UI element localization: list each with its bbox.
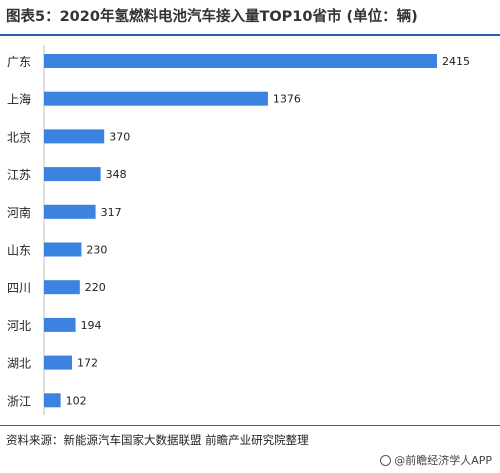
value-label: 2415 bbox=[442, 55, 470, 68]
category-label: 湖北 bbox=[7, 356, 31, 371]
value-label: 348 bbox=[106, 168, 127, 181]
value-label: 102 bbox=[66, 394, 87, 407]
value-label: 230 bbox=[86, 244, 107, 257]
value-label: 1376 bbox=[273, 93, 301, 106]
category-label: 江苏 bbox=[7, 168, 31, 182]
bar bbox=[44, 167, 101, 182]
bar bbox=[44, 242, 82, 257]
category-label: 北京 bbox=[7, 130, 31, 144]
title-rule bbox=[0, 34, 500, 36]
value-label: 172 bbox=[77, 357, 98, 370]
category-label: 四川 bbox=[7, 281, 31, 295]
brand-label: @前瞻经济学人APP bbox=[394, 454, 492, 467]
bar bbox=[44, 129, 105, 144]
bar bbox=[44, 317, 76, 332]
bar bbox=[44, 54, 437, 68]
bar bbox=[44, 355, 72, 370]
value-label: 317 bbox=[101, 206, 122, 219]
bar bbox=[44, 91, 268, 106]
category-label: 河北 bbox=[7, 319, 31, 333]
brand-logo-icon bbox=[380, 454, 392, 466]
category-label: 上海 bbox=[7, 92, 31, 107]
bar bbox=[44, 393, 61, 408]
brand-footer: @前瞻经济学人APP bbox=[380, 452, 492, 468]
bar-chart: 广东 2415 上海 1376 北京 370 江苏 348 河南 317 山东 230 四川 220 河北 1… bbox=[7, 45, 470, 415]
source-rule bbox=[0, 425, 500, 426]
value-label: 194 bbox=[81, 319, 102, 332]
category-label: 广东 bbox=[7, 55, 31, 69]
bar bbox=[44, 280, 80, 295]
chart-title: 图表5：2020年氢燃料电池汽车接入量TOP10省市 (单位：辆) bbox=[6, 9, 418, 25]
value-label: 220 bbox=[85, 281, 106, 294]
category-label: 浙江 bbox=[7, 394, 31, 408]
category-label: 河南 bbox=[7, 205, 31, 220]
category-label: 山东 bbox=[7, 244, 31, 258]
value-label: 370 bbox=[109, 130, 130, 143]
source-note: 资料来源：新能源汽车国家大数据联盟 前瞻产业研究院整理 bbox=[6, 433, 309, 447]
bar bbox=[44, 204, 96, 219]
